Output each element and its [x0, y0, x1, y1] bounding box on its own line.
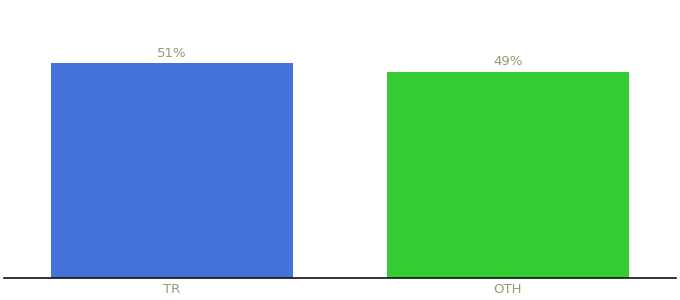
- Text: 51%: 51%: [157, 47, 187, 60]
- Bar: [387, 72, 629, 278]
- Bar: [51, 63, 293, 278]
- Text: 49%: 49%: [493, 55, 523, 68]
